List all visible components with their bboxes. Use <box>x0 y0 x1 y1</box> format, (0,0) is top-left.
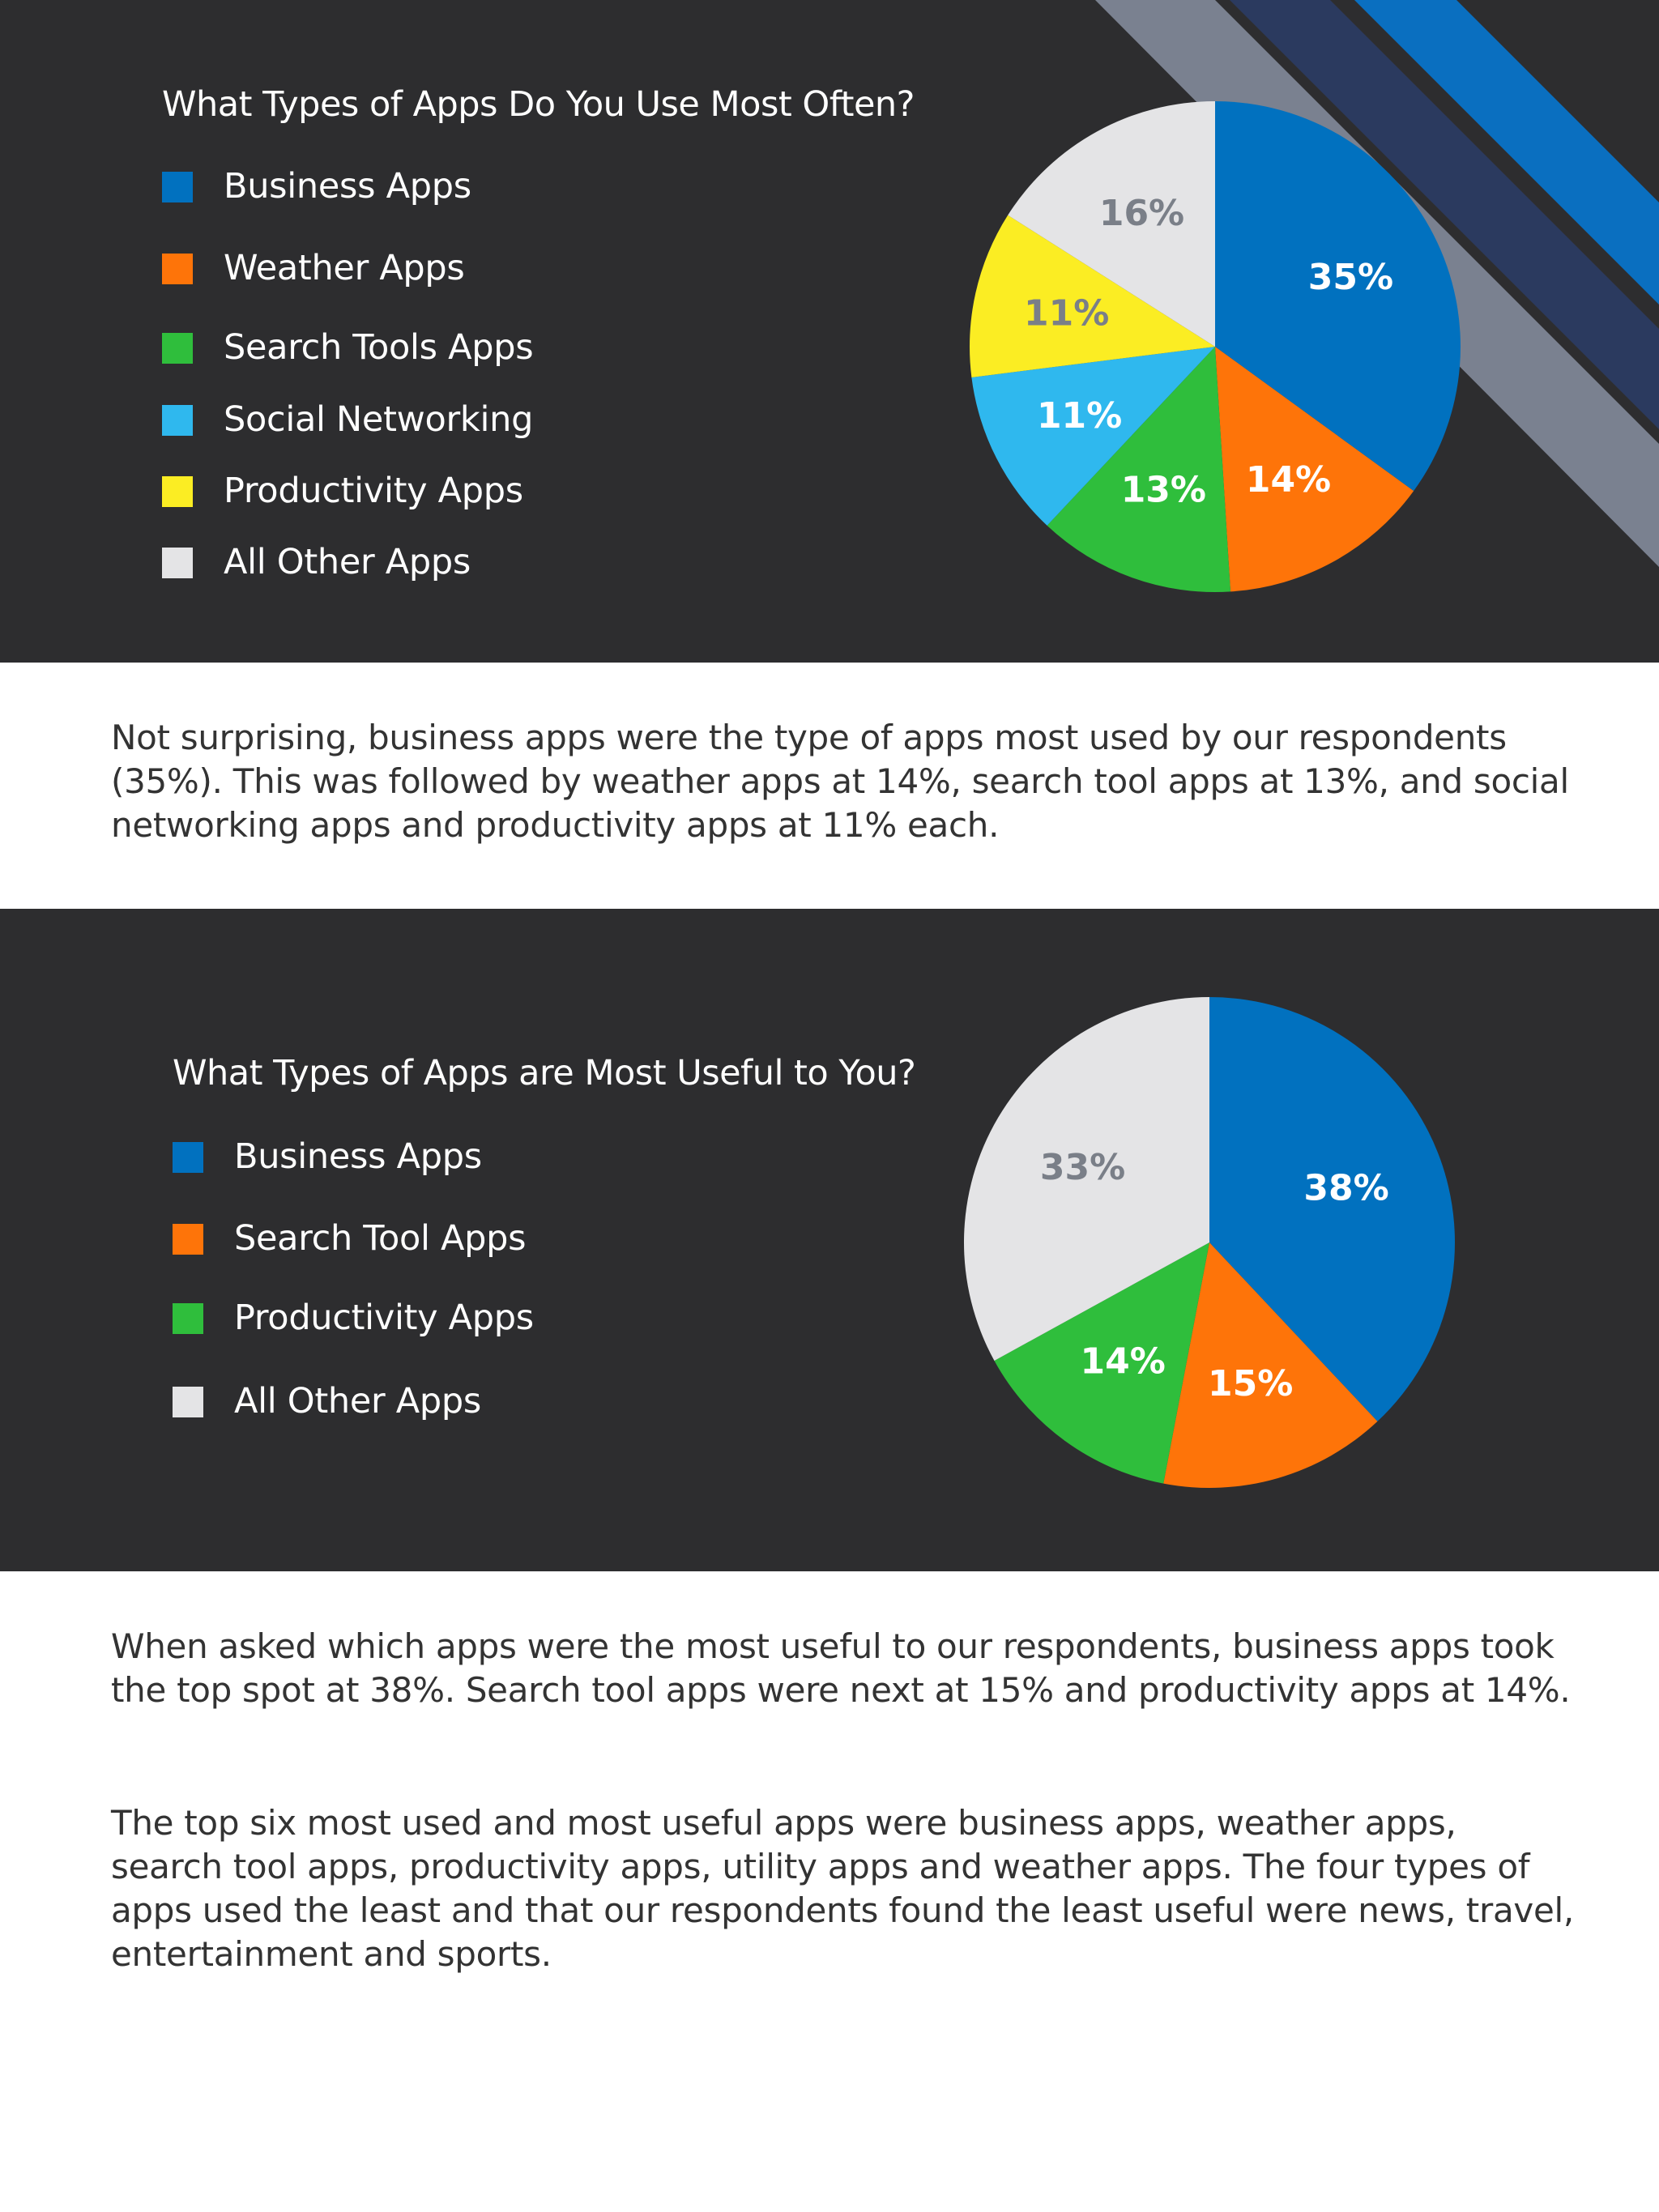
pie-slice-search-tools-apps <box>1047 347 1231 592</box>
pie-slice-search-tool-apps <box>1163 1242 1378 1488</box>
pie-slice-productivity-apps <box>994 1242 1209 1484</box>
pie-slice-label: 13% <box>1121 469 1206 510</box>
chart-panel-apps-useful: What Types of Apps are Most Useful to Yo… <box>0 909 1659 1571</box>
legend-swatch <box>162 548 193 578</box>
legend-label: Weather Apps <box>224 248 465 288</box>
legend-label: Productivity Apps <box>234 1298 534 1338</box>
legend-swatch <box>173 1224 203 1255</box>
legend-label: Social Networking <box>224 399 534 440</box>
legend-label: Business Apps <box>234 1136 482 1177</box>
legend-swatch <box>173 1303 203 1334</box>
pie-slice-weather-apps <box>1215 347 1414 592</box>
pie-slice-business-apps <box>1215 101 1461 492</box>
legend-swatch <box>173 1387 203 1417</box>
pie-slice-label: 11% <box>1024 293 1109 335</box>
pie-slice-label: 35% <box>1308 257 1393 298</box>
legend-swatch <box>162 172 193 202</box>
legend-swatch <box>162 254 193 284</box>
pie-slice-label: 38% <box>1303 1168 1388 1209</box>
stripe-blue <box>1354 0 1659 305</box>
pie-slice-business-apps <box>1209 997 1455 1421</box>
pie-slice-productivity-apps <box>970 215 1215 377</box>
pie-slice-social-networking <box>971 347 1215 526</box>
pie-chart-apps-useful: 38% 15% 14% 33% <box>964 997 1455 1488</box>
legend-swatch <box>162 476 193 507</box>
pie-slice-label: 33% <box>1040 1147 1125 1188</box>
legend-label: Search Tool Apps <box>234 1218 527 1259</box>
chart-panel-apps-used: What Types of Apps Do You Use Most Often… <box>0 0 1659 663</box>
pie-slice-label: 14% <box>1080 1341 1165 1383</box>
pie-slice-label: 14% <box>1246 459 1331 501</box>
legend-label: Productivity Apps <box>224 471 523 511</box>
pie-slice-label: 11% <box>1037 395 1122 437</box>
legend-label: Search Tools Apps <box>224 327 534 368</box>
chart-title: What Types of Apps Do You Use Most Often… <box>162 84 915 125</box>
pie-slice-all-other-apps <box>964 997 1209 1361</box>
paragraph-apps-used: Not surprising, business apps were the t… <box>111 718 1569 845</box>
legend-label: All Other Apps <box>234 1381 481 1421</box>
legend-label: All Other Apps <box>224 542 471 582</box>
legend-swatch <box>162 405 193 436</box>
stripe-navy <box>1230 0 1659 429</box>
chart-title: What Types of Apps are Most Useful to Yo… <box>173 1053 916 1093</box>
paragraph-top-apps-summary: The top six most used and most useful ap… <box>111 1803 1574 1974</box>
pie-chart-apps-used: 35% 14% 13% 11% 11% 16% <box>970 101 1461 592</box>
pie-slice-label: 15% <box>1208 1363 1293 1404</box>
pie-slice-all-other-apps <box>1008 101 1215 347</box>
legend-swatch <box>173 1142 203 1173</box>
pie-slice-label: 16% <box>1099 193 1184 234</box>
paragraph-apps-useful: When asked which apps were the most usef… <box>111 1626 1571 1710</box>
legend-swatch <box>162 333 193 364</box>
legend-label: Business Apps <box>224 166 471 207</box>
